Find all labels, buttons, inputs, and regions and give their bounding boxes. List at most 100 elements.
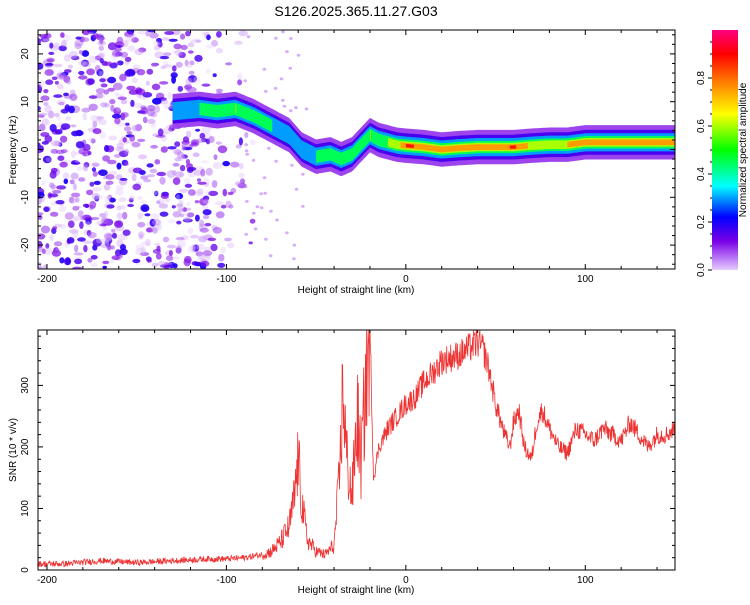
spectrogram-noise-blob	[108, 197, 116, 203]
spectrogram-noise-blob	[72, 266, 83, 269]
spectrogram-noise-blob	[147, 30, 156, 33]
spectrogram-noise-blob	[301, 204, 305, 208]
spectrogram-noise-blob	[215, 47, 223, 54]
spectrogram-noise-blob	[163, 64, 173, 68]
spectrogram-noise-blob	[82, 143, 91, 152]
spectrogram-noise-blob	[98, 70, 105, 78]
spectrogram-ridge-band	[567, 139, 675, 148]
spectrogram-noise-blob	[94, 65, 101, 72]
spectrogram-noise-blob	[126, 131, 133, 135]
spectrogram-noise-blob	[54, 129, 63, 135]
spectrogram-noise-blob	[96, 116, 102, 123]
spectrogram-noise-blob	[205, 190, 210, 196]
spectrogram-noise-blob	[146, 163, 154, 168]
spectrogram-noise-blob	[138, 47, 147, 53]
y-tick-label: 20	[20, 48, 31, 60]
spectrogram-noise-blob	[99, 36, 104, 45]
spectrogram-noise-blob	[88, 95, 98, 99]
spectrogram-noise-blob	[259, 192, 263, 196]
spectrogram-noise-blob	[163, 52, 172, 56]
spectrogram-noise-blob	[150, 144, 159, 149]
spectrogram-noise-blob	[81, 59, 89, 67]
spectrogram-noise-blob	[145, 238, 151, 247]
spectrogram-noise-blob	[59, 223, 67, 229]
spectrogram-noise-blob	[220, 246, 226, 254]
y-tick-label: 0	[20, 146, 31, 152]
spectrogram-noise-blob	[101, 217, 109, 225]
spectrogram-noise-blob	[267, 146, 271, 150]
snr-x-axis: -200 -100 0 100	[37, 330, 658, 586]
spectrogram-noise-blob	[188, 75, 197, 83]
spectrogram-noise-blob	[178, 51, 186, 59]
y-tick-label: -20	[20, 237, 31, 252]
spectrogram-noise-blob	[59, 257, 65, 264]
spectrogram-noise-blob	[119, 73, 127, 82]
spectrogram-noise-blob	[112, 232, 117, 239]
spectrogram-noise-blob	[149, 32, 159, 39]
spectrogram-noise-blob	[54, 80, 60, 85]
spectrogram-noise-blob	[138, 154, 148, 160]
spectrogram-noise-blob	[185, 30, 191, 37]
spectrogram-noise-blob	[211, 40, 218, 47]
spectrogram-noise-blob	[69, 229, 79, 234]
spectrogram-noise-blob	[130, 99, 135, 107]
spectrogram-noise-blob	[205, 68, 211, 74]
spectrogram-noise-blob	[72, 230, 78, 239]
spectrogram-noise-blob	[253, 227, 258, 231]
spectrogram-noise-blob	[116, 162, 122, 170]
spectrogram-noise-blob	[228, 204, 234, 209]
spectrogram-noise-blob	[304, 107, 309, 111]
spectrogram-noise-blob	[243, 185, 248, 189]
spectrogram-noise-blob	[38, 62, 44, 70]
spectrogram-noise-blob	[215, 141, 222, 145]
spectrogram-noise-blob	[75, 141, 85, 149]
spectrogram-noise-blob	[105, 180, 114, 185]
spectrogram-noise-blob	[63, 54, 71, 62]
spectrogram-noise-blob	[122, 229, 131, 236]
spectrogram-noise-blob	[227, 242, 235, 249]
spectrogram-noise-blob	[100, 83, 108, 88]
x-tick-label: 0	[403, 274, 409, 285]
spectrogram-noise-blob	[215, 211, 225, 219]
spectrogram-noise-blob	[140, 107, 148, 115]
spectrogram-noise-blob	[99, 213, 106, 218]
spectrogram-noise-blob	[159, 55, 170, 60]
spectrogram-noise-blob	[135, 247, 145, 255]
spectrogram-ridge-band	[199, 102, 273, 133]
spectrogram-noise-blob	[60, 135, 68, 143]
spectrogram-noise-blob	[91, 167, 97, 172]
spectrogram-noise-blob	[64, 69, 72, 73]
spectrogram-noise-blob	[96, 220, 103, 226]
spectrogram-noise-blob	[83, 150, 89, 157]
spectrogram-noise-blob	[137, 138, 146, 142]
spectrogram-noise-blob	[195, 138, 206, 143]
spectrogram-noise-blob	[152, 97, 162, 105]
spectrogram-noise-blob	[144, 213, 151, 217]
spectrogram-noise-blob	[173, 43, 182, 50]
spectrogram-noise-blob	[165, 255, 174, 261]
spectrogram-noise-blob	[108, 174, 115, 180]
spectrogram-noise-blob	[99, 119, 107, 126]
spectrogram-noise-blob	[182, 136, 190, 143]
spectrogram-noise-blob	[96, 116, 105, 120]
spectrogram-noise-blob	[176, 203, 184, 208]
spectrogram-noise-blob	[252, 211, 256, 215]
spectrogram-noise-blob	[115, 146, 125, 152]
spectrogram-noise-blob	[174, 157, 182, 162]
spectrogram-noise-blob	[196, 258, 207, 262]
spectrogram-noise-blob	[106, 204, 115, 209]
spectrogram-noise-blob	[42, 264, 48, 269]
spectrogram-noise-blob	[110, 245, 115, 250]
spectrogram-noise-blob	[184, 183, 193, 188]
spectrogram-noise-blob	[186, 86, 197, 93]
spectrogram-noise-blob	[147, 174, 156, 178]
spectrogram-noise-blob	[213, 154, 218, 161]
spectrogram-noise-blob	[38, 84, 42, 91]
spectrogram-noise-blob	[58, 45, 67, 52]
spectrogram-noise-blob	[102, 265, 107, 269]
spectrogram-noise-blob	[78, 75, 88, 80]
spectrogram-noise-blob	[45, 243, 50, 249]
spectrogram-noise-blob	[38, 112, 48, 117]
spectrogram-noise-blob	[95, 92, 104, 99]
spectrogram-noise-blob	[153, 45, 161, 51]
